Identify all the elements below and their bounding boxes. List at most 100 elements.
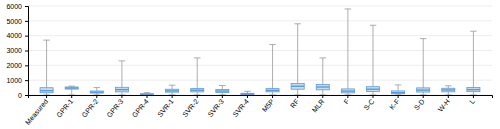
lower-whisker: [473, 92, 474, 95]
y-tick-mark: [25, 21, 28, 22]
lower-cap: [320, 94, 327, 95]
x-tick-label: SVR-4: [231, 98, 250, 118]
median: [65, 87, 78, 88]
upper-cap: [370, 25, 377, 26]
upper-whisker: [272, 45, 273, 89]
box-plot: [291, 24, 304, 95]
upper-whisker: [96, 88, 97, 91]
upper-whisker: [297, 24, 298, 84]
x-tick: K-F: [388, 95, 401, 111]
box-plot: [40, 40, 53, 95]
x-tick: S-D: [413, 95, 426, 111]
lower-whisker: [272, 92, 273, 95]
lower-cap: [370, 94, 377, 95]
box: [341, 89, 354, 93]
grid: [28, 6, 492, 95]
y-tick: 1000: [6, 77, 28, 84]
x-tick: Measured: [24, 95, 49, 126]
x-axis-line: [29, 96, 493, 99]
median: [266, 90, 279, 91]
y-tick-label: 0: [18, 92, 22, 99]
y-tick-mark: [25, 95, 28, 96]
box: [442, 88, 455, 92]
x-tick: GPR-3: [105, 95, 124, 119]
box: [140, 93, 153, 95]
box-plot: [115, 61, 128, 95]
x-tick-label: SVR-2: [181, 98, 200, 118]
x-tick: MLR: [311, 95, 326, 114]
grid-line: [28, 80, 492, 81]
box-plot: [266, 45, 279, 95]
x-tick: SVR-4: [231, 95, 250, 118]
upper-cap: [395, 84, 402, 85]
box: [90, 91, 103, 93]
lower-cap: [119, 94, 126, 95]
lower-cap: [219, 94, 226, 95]
median: [442, 89, 455, 90]
upper-cap: [445, 85, 452, 86]
x-tick-label: K-F: [388, 98, 401, 111]
y-tick: 2000: [6, 62, 28, 69]
box-plot: [65, 86, 78, 95]
x-tick: GPR-2: [80, 95, 99, 119]
lower-cap: [470, 94, 477, 95]
y-tick-mark: [25, 80, 28, 81]
lower-whisker: [423, 92, 424, 95]
y-tick-mark: [25, 65, 28, 66]
box-plot: [216, 86, 229, 95]
y-tick-label: 4000: [6, 32, 22, 39]
upper-whisker: [322, 58, 323, 85]
upper-whisker: [372, 25, 373, 86]
upper-cap: [294, 23, 301, 24]
box-plot: [316, 58, 329, 95]
y-tick-mark: [25, 36, 28, 37]
upper-cap: [194, 57, 201, 58]
box-plot: [191, 58, 204, 95]
lower-whisker: [71, 89, 72, 95]
x-tick: SVR-1: [156, 95, 175, 118]
x-tick-mark: [46, 95, 47, 98]
x-tick-mark: [96, 95, 97, 98]
x-tick-mark: [473, 95, 474, 98]
y-axis-line: [25, 7, 29, 96]
median: [166, 90, 179, 91]
lower-whisker: [172, 92, 173, 95]
y-tick-mark: [25, 6, 28, 7]
x-tick: F: [342, 95, 350, 105]
x-tick-mark: [272, 95, 273, 98]
x-tick-label: GPR-1: [55, 98, 74, 119]
upper-cap: [144, 92, 151, 93]
box-plot: [467, 31, 480, 95]
box: [392, 91, 405, 94]
y-tick: 5000: [6, 18, 28, 25]
lower-cap: [294, 94, 301, 95]
x-tick-label: M5P: [261, 97, 276, 113]
box: [166, 89, 179, 92]
x-tick-label: GPR-2: [80, 98, 99, 119]
upper-cap: [470, 31, 477, 32]
box-plot: [90, 88, 103, 95]
x-tick: L: [468, 95, 476, 105]
upper-whisker: [347, 9, 348, 89]
box: [316, 84, 329, 89]
upper-cap: [94, 87, 101, 88]
x-tick-label: GPR-4: [131, 98, 150, 119]
median: [291, 86, 304, 87]
x-tick-mark: [322, 95, 323, 98]
x-tick: GPR-1: [55, 95, 74, 119]
y-axis: 0100020003000400050006000: [6, 3, 28, 99]
median: [115, 89, 128, 90]
box: [467, 87, 480, 91]
x-tick: W-H: [437, 95, 451, 113]
x-tick: RF: [289, 95, 300, 109]
x-tick-label: GPR-3: [105, 98, 124, 119]
lower-cap: [94, 94, 101, 95]
y-tick-label: 3000: [6, 47, 22, 54]
x-tick-mark: [297, 95, 298, 98]
median: [467, 89, 480, 90]
x-tick-mark: [372, 95, 373, 98]
upper-whisker: [46, 40, 47, 88]
grid-line: [28, 20, 492, 21]
lower-cap: [269, 94, 276, 95]
x-tick-label: RF: [289, 98, 300, 110]
